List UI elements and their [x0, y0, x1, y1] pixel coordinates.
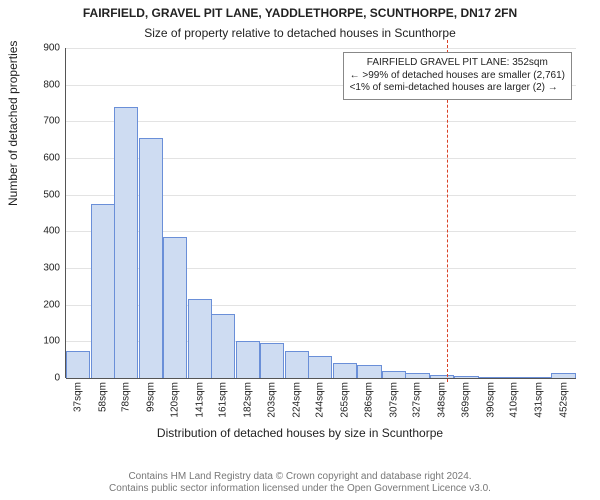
- y-tick-label: 300: [43, 263, 60, 274]
- y-tick-label: 100: [43, 336, 60, 347]
- y-axis: [65, 48, 66, 378]
- x-tick-label: 410sqm: [509, 382, 520, 418]
- plot-area: 010020030040050060070080090037sqm58sqm78…: [66, 48, 576, 378]
- histogram-bar: [114, 107, 138, 378]
- x-tick-label: 120sqm: [170, 382, 181, 418]
- credits-line-1: Contains HM Land Registry data © Crown c…: [0, 471, 600, 483]
- credits: Contains HM Land Registry data © Crown c…: [0, 471, 600, 495]
- histogram-bar: [91, 204, 115, 378]
- x-tick-label: 452sqm: [558, 382, 569, 418]
- x-axis-label: Distribution of detached houses by size …: [0, 426, 600, 440]
- histogram-bar: [308, 356, 332, 378]
- x-tick-label: 327sqm: [412, 382, 423, 418]
- chart-title: FAIRFIELD, GRAVEL PIT LANE, YADDLETHORPE…: [0, 6, 600, 20]
- x-tick-label: 99sqm: [145, 382, 156, 412]
- annotation-line: ← >99% of detached houses are smaller (2…: [350, 70, 565, 83]
- histogram-bar: [66, 351, 90, 379]
- histogram-bar: [333, 363, 357, 378]
- histogram-bar: [285, 351, 309, 379]
- annotation-line: FAIRFIELD GRAVEL PIT LANE: 352sqm: [350, 57, 565, 70]
- y-tick-label: 900: [43, 43, 60, 54]
- histogram-bar: [382, 371, 406, 378]
- histogram-bar: [188, 299, 212, 378]
- annotation-line: <1% of semi-detached houses are larger (…: [350, 82, 565, 95]
- y-tick-label: 0: [54, 373, 60, 384]
- x-tick-label: 37sqm: [73, 382, 84, 412]
- x-tick-label: 78sqm: [121, 382, 132, 412]
- y-tick-label: 400: [43, 226, 60, 237]
- x-tick-label: 203sqm: [267, 382, 278, 418]
- y-tick-label: 200: [43, 299, 60, 310]
- credits-line-2: Contains public sector information licen…: [0, 483, 600, 495]
- histogram-bar: [139, 138, 163, 378]
- histogram-bar: [163, 237, 187, 378]
- x-tick-label: 244sqm: [315, 382, 326, 418]
- x-tick-label: 369sqm: [461, 382, 472, 418]
- x-tick-label: 307sqm: [388, 382, 399, 418]
- annotation-box: FAIRFIELD GRAVEL PIT LANE: 352sqm← >99% …: [343, 52, 572, 100]
- chart-subtitle: Size of property relative to detached ho…: [0, 26, 600, 40]
- x-tick-label: 265sqm: [339, 382, 350, 418]
- y-tick-label: 800: [43, 79, 60, 90]
- x-tick-label: 431sqm: [534, 382, 545, 418]
- x-tick-label: 141sqm: [194, 382, 205, 418]
- x-tick-label: 182sqm: [242, 382, 253, 418]
- x-tick-label: 390sqm: [486, 382, 497, 418]
- x-tick-label: 224sqm: [291, 382, 302, 418]
- histogram-bar: [236, 341, 260, 378]
- chart-container: FAIRFIELD, GRAVEL PIT LANE, YADDLETHORPE…: [0, 0, 600, 500]
- x-axis: [66, 378, 576, 379]
- y-axis-label: Number of detached properties: [6, 41, 20, 206]
- x-tick-label: 161sqm: [218, 382, 229, 418]
- y-tick-label: 700: [43, 116, 60, 127]
- x-tick-label: 348sqm: [436, 382, 447, 418]
- x-tick-label: 58sqm: [97, 382, 108, 412]
- histogram-bar: [211, 314, 235, 378]
- y-tick-label: 600: [43, 153, 60, 164]
- x-tick-label: 286sqm: [364, 382, 375, 418]
- histogram-bar: [357, 365, 381, 378]
- y-tick-label: 500: [43, 189, 60, 200]
- gridline: [66, 48, 576, 49]
- histogram-bar: [260, 343, 284, 378]
- gridline: [66, 121, 576, 122]
